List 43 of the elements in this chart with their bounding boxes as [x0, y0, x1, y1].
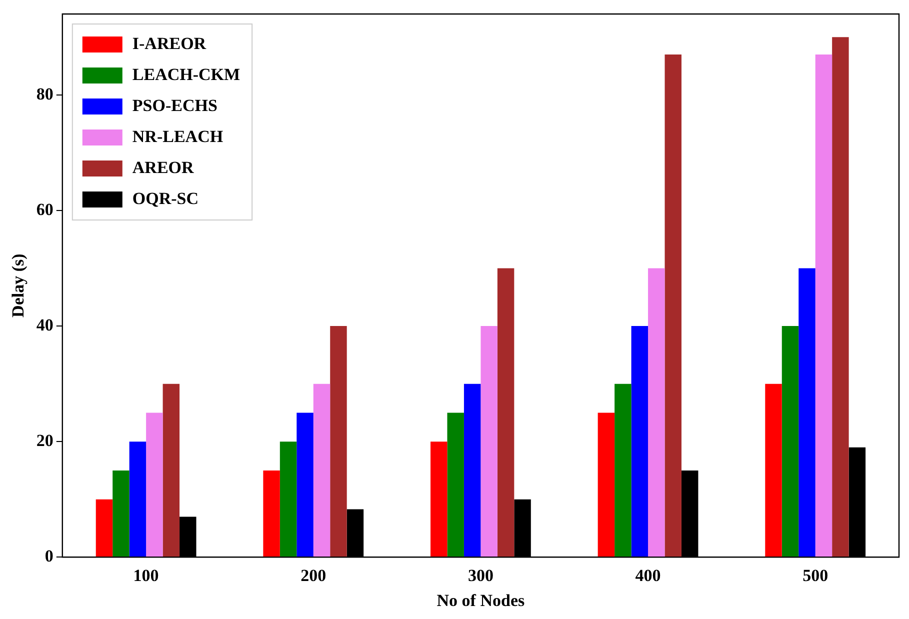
bar: [313, 384, 330, 557]
bar: [112, 470, 130, 557]
x-axis-title: No of Nodes: [436, 591, 525, 610]
legend-label: I-AREOR: [132, 34, 207, 53]
x-tick-label: 200: [300, 566, 326, 585]
bar: [798, 268, 816, 557]
y-tick-label: 60: [36, 200, 54, 219]
x-tick-label: 100: [133, 566, 159, 585]
x-tick-label: 500: [802, 566, 828, 585]
bar: [330, 326, 347, 557]
y-tick-label: 20: [36, 431, 54, 450]
bar: [447, 412, 464, 557]
x-tick-label: 400: [635, 566, 661, 585]
bar: [296, 412, 314, 557]
bar: [497, 268, 514, 557]
bar: [631, 326, 648, 557]
bar: [96, 499, 113, 557]
bar: [146, 412, 163, 557]
bar: [129, 442, 146, 557]
bar: [782, 326, 799, 557]
x-tick-label: 300: [468, 566, 494, 585]
y-tick-label: 0: [44, 546, 54, 566]
bar: [598, 412, 615, 557]
y-tick-label: 40: [36, 315, 54, 334]
y-tick-label: 80: [36, 84, 54, 104]
bar: [648, 268, 665, 557]
bar: [614, 384, 632, 557]
legend-label: OQR-SC: [132, 188, 199, 208]
legend-label: NR-LEACH: [132, 126, 224, 146]
bar: [664, 54, 682, 557]
bar: [815, 54, 832, 557]
bar: [480, 326, 498, 557]
bar: [765, 384, 782, 557]
bar: [162, 384, 180, 557]
legend-label: LEACH-CKM: [132, 64, 240, 84]
bar: [280, 442, 297, 557]
legend-label: PSO-ECHS: [132, 96, 218, 115]
bar: [832, 37, 849, 557]
y-axis-title: Delay (s): [8, 254, 28, 318]
bar: [430, 442, 448, 557]
bar: [464, 384, 481, 557]
bar: [263, 470, 280, 557]
legend-label: AREOR: [132, 158, 195, 177]
